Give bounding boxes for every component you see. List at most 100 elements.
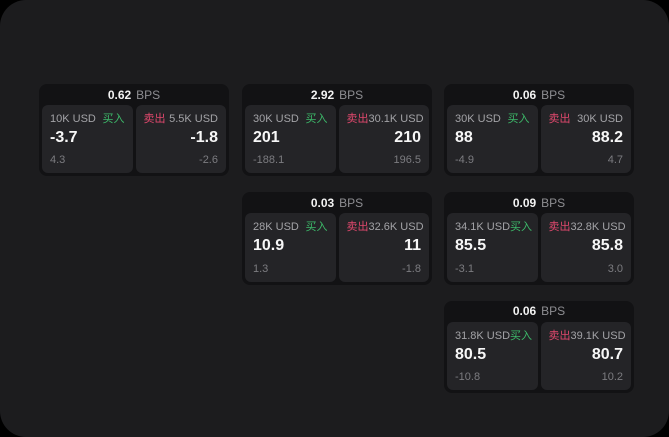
sell-panel[interactable]: 卖出 30.1K USD 210 196.5 xyxy=(338,105,429,174)
buy-sell-panels: 31.8K USD 买入 80.5 -10.8 卖出 39.1K USD 80.… xyxy=(447,321,631,391)
sell-amount: 32.8K USD xyxy=(570,221,626,234)
card-column-3: 0.06 BPS 30K USD 买入 88 -4.9 卖出 30K USD xyxy=(444,84,634,394)
buy-price: 88 xyxy=(455,129,473,147)
buy-side-label: 买入 xyxy=(507,113,530,125)
bps-value: 0.06 xyxy=(512,87,537,102)
card-header: 0.03 BPS xyxy=(245,192,429,213)
sell-sub-value: 196.5 xyxy=(393,154,421,167)
sell-sub-value: -2.6 xyxy=(199,154,218,167)
buy-sub-value: -188.1 xyxy=(253,154,285,167)
bps-value: 0.09 xyxy=(512,195,537,210)
buy-price: 85.5 xyxy=(455,237,487,255)
sell-sub-value: -1.8 xyxy=(402,262,421,275)
buy-panel-top: 31.8K USD 买入 xyxy=(455,329,533,342)
buy-side-label: 买入 xyxy=(510,221,533,234)
quote-card: 0.62 BPS 10K USD 买入 -3.7 4.3 卖出 5.5K USD xyxy=(39,84,229,177)
sell-panel[interactable]: 卖出 39.1K USD 80.7 10.2 xyxy=(540,321,631,391)
buy-price: 10.9 xyxy=(253,237,285,255)
buy-panel[interactable]: 30K USD 买入 88 -4.9 xyxy=(447,105,538,174)
buy-panel[interactable]: 30K USD 买入 201 -188.1 xyxy=(245,105,336,174)
card-header: 2.92 BPS xyxy=(245,84,429,105)
sell-sub-value: 4.7 xyxy=(607,154,623,167)
buy-amount: 31.8K USD xyxy=(455,329,511,342)
card-column-2: 2.92 BPS 30K USD 买入 201 -188.1 卖出 30.1K … xyxy=(242,84,432,285)
buy-panel[interactable]: 28K USD 买入 10.9 1.3 xyxy=(245,213,336,282)
quote-card: 0.09 BPS 34.1K USD 买入 85.5 -3.1 卖出 32.8K… xyxy=(444,192,634,285)
sell-panel-top: 卖出 32.6K USD xyxy=(346,221,424,234)
buy-sub-value: -3.1 xyxy=(455,262,474,275)
sell-price: 88.2 xyxy=(591,129,623,147)
sell-sub-value: 10.2 xyxy=(601,371,623,384)
card-header: 0.62 BPS xyxy=(42,84,226,105)
buy-side-label: 买入 xyxy=(102,113,125,125)
sell-side-label: 卖出 xyxy=(143,113,166,125)
sell-amount: 32.6K USD xyxy=(368,221,424,234)
sell-panel[interactable]: 卖出 32.8K USD 85.8 3.0 xyxy=(540,213,631,282)
buy-panel[interactable]: 10K USD 买入 -3.7 4.3 xyxy=(42,105,133,174)
sell-panel[interactable]: 卖出 32.6K USD 11 -1.8 xyxy=(338,213,429,282)
buy-side-label: 买入 xyxy=(305,221,328,234)
buy-amount: 30K USD xyxy=(253,113,299,125)
bps-value: 0.03 xyxy=(310,195,335,210)
quote-card: 2.92 BPS 30K USD 买入 201 -188.1 卖出 30.1K … xyxy=(242,84,432,177)
buy-panel[interactable]: 34.1K USD 买入 85.5 -3.1 xyxy=(447,213,538,282)
buy-price: 201 xyxy=(253,129,280,147)
quote-card: 0.06 BPS 30K USD 买入 88 -4.9 卖出 30K USD xyxy=(444,84,634,177)
quote-card: 0.03 BPS 28K USD 买入 10.9 1.3 卖出 32.6K US… xyxy=(242,192,432,285)
buy-amount: 10K USD xyxy=(50,113,96,125)
sell-panel[interactable]: 卖出 5.5K USD -1.8 -2.6 xyxy=(135,105,226,174)
sell-side-label: 卖出 xyxy=(346,221,369,234)
quote-card: 0.06 BPS 31.8K USD 买入 80.5 -10.8 卖出 39.1… xyxy=(444,300,634,394)
buy-side-label: 买入 xyxy=(305,113,328,125)
sell-panel[interactable]: 卖出 30K USD 88.2 4.7 xyxy=(540,105,631,174)
bps-unit-label: BPS xyxy=(541,304,566,319)
sell-amount: 30K USD xyxy=(577,113,623,125)
sell-amount: 39.1K USD xyxy=(570,329,626,342)
sell-side-label: 卖出 xyxy=(548,221,571,234)
sell-sub-value: 3.0 xyxy=(607,262,623,275)
buy-sub-value: 1.3 xyxy=(253,262,269,275)
buy-sub-value: -4.9 xyxy=(455,154,474,167)
bps-unit-label: BPS xyxy=(541,195,566,210)
buy-sell-panels: 30K USD 买入 201 -188.1 卖出 30.1K USD 210 1… xyxy=(245,105,429,174)
card-header: 0.06 BPS xyxy=(447,84,631,105)
sell-price: 80.7 xyxy=(591,345,623,363)
bps-value: 0.06 xyxy=(512,304,537,319)
buy-panel-top: 34.1K USD 买入 xyxy=(455,221,533,234)
bps-value: 0.62 xyxy=(107,87,132,102)
buy-panel[interactable]: 31.8K USD 买入 80.5 -10.8 xyxy=(447,321,538,391)
buy-panel-top: 10K USD 买入 xyxy=(50,113,125,125)
card-header: 0.06 BPS xyxy=(447,301,631,322)
sell-panel-top: 卖出 39.1K USD xyxy=(548,329,626,342)
buy-amount: 28K USD xyxy=(253,221,299,234)
bps-unit-label: BPS xyxy=(136,87,161,102)
bps-unit-label: BPS xyxy=(339,87,364,102)
sell-panel-top: 卖出 5.5K USD xyxy=(144,113,219,125)
buy-panel-top: 28K USD 买入 xyxy=(253,221,328,233)
sell-amount: 30.1K USD xyxy=(368,113,424,125)
buy-sell-panels: 28K USD 买入 10.9 1.3 卖出 32.6K USD 11 -1.8 xyxy=(245,213,429,282)
buy-price: 80.5 xyxy=(455,345,487,363)
buy-sub-value: 4.3 xyxy=(50,154,66,167)
sell-side-label: 卖出 xyxy=(548,113,571,125)
sell-side-label: 卖出 xyxy=(548,329,571,342)
buy-sub-value: -10.8 xyxy=(455,371,481,384)
buy-price: -3.7 xyxy=(50,129,78,147)
sell-panel-top: 卖出 30.1K USD xyxy=(347,113,424,125)
buy-panel-top: 30K USD 买入 xyxy=(455,113,530,125)
bps-unit-label: BPS xyxy=(339,195,364,210)
buy-side-label: 买入 xyxy=(510,329,533,342)
sell-amount: 5.5K USD xyxy=(169,113,218,125)
bps-unit-label: BPS xyxy=(541,87,566,102)
buy-sell-panels: 34.1K USD 买入 85.5 -3.1 卖出 32.8K USD 85.8… xyxy=(447,213,631,282)
sell-panel-top: 卖出 32.8K USD xyxy=(548,221,626,234)
buy-amount: 30K USD xyxy=(455,113,501,125)
buy-panel-top: 30K USD 买入 xyxy=(253,113,328,125)
bps-value: 2.92 xyxy=(310,87,335,102)
sell-price: -1.8 xyxy=(190,129,218,147)
buy-amount: 34.1K USD xyxy=(455,221,511,234)
card-column-1: 0.62 BPS 10K USD 买入 -3.7 4.3 卖出 5.5K USD xyxy=(39,84,229,177)
sell-price: 85.8 xyxy=(591,237,623,255)
buy-sell-panels: 10K USD 买入 -3.7 4.3 卖出 5.5K USD -1.8 -2.… xyxy=(42,105,226,174)
